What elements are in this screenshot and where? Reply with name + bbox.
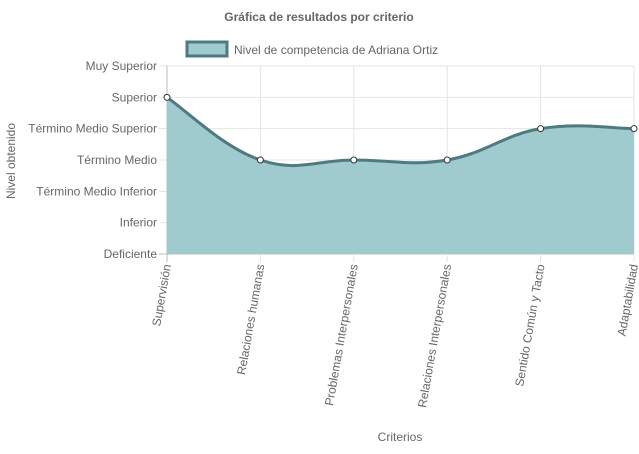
y-tick-label: Término Medio Inferior [36,184,157,198]
data-point[interactable] [537,125,545,133]
y-axis-title: Nivel obtenido [4,123,18,199]
legend-swatch [185,40,229,58]
data-point[interactable] [256,156,264,164]
legend[interactable]: Nivel de competencia de Adriana Ortiz [185,40,438,58]
x-tick-label: Relaciones Interpersonales [415,263,454,409]
y-tick-label: Término Medio [77,153,157,167]
y-tick-label: Superior [112,90,157,104]
y-axis-ticks: Deficiente Inferior Término Medio Inferior… [28,59,157,261]
data-point[interactable] [443,156,451,164]
y-tick-label: Deficiente [104,247,158,261]
chart-title: Gráfica de resultados por criterio [224,10,413,24]
y-tick-label: Término Medio Superior [28,122,157,136]
x-tick-label: Sentido Común y Tacto [512,263,547,388]
x-axis-title: Criterios [378,430,423,444]
data-point[interactable] [163,93,171,101]
x-tick-label: Supervisión [149,263,174,327]
series-area [167,97,634,254]
area-series [166,96,635,254]
x-tick-label: Relaciones humanas [234,263,267,376]
x-tick-label: Problemas Interpersonales [322,263,361,407]
y-tick-label: Inferior [120,216,157,230]
x-axis-ticks: Supervisión Relaciones humanas Problemas I… [149,263,639,409]
data-point[interactable] [350,156,358,164]
data-points[interactable] [163,93,638,164]
x-tick-label: Adaptabilidad [615,263,639,337]
y-tick-label: Muy Superior [86,59,157,73]
legend-label: Nivel de competencia de Adriana Ortiz [234,43,438,57]
data-point[interactable] [630,125,638,133]
series-line [166,96,635,168]
